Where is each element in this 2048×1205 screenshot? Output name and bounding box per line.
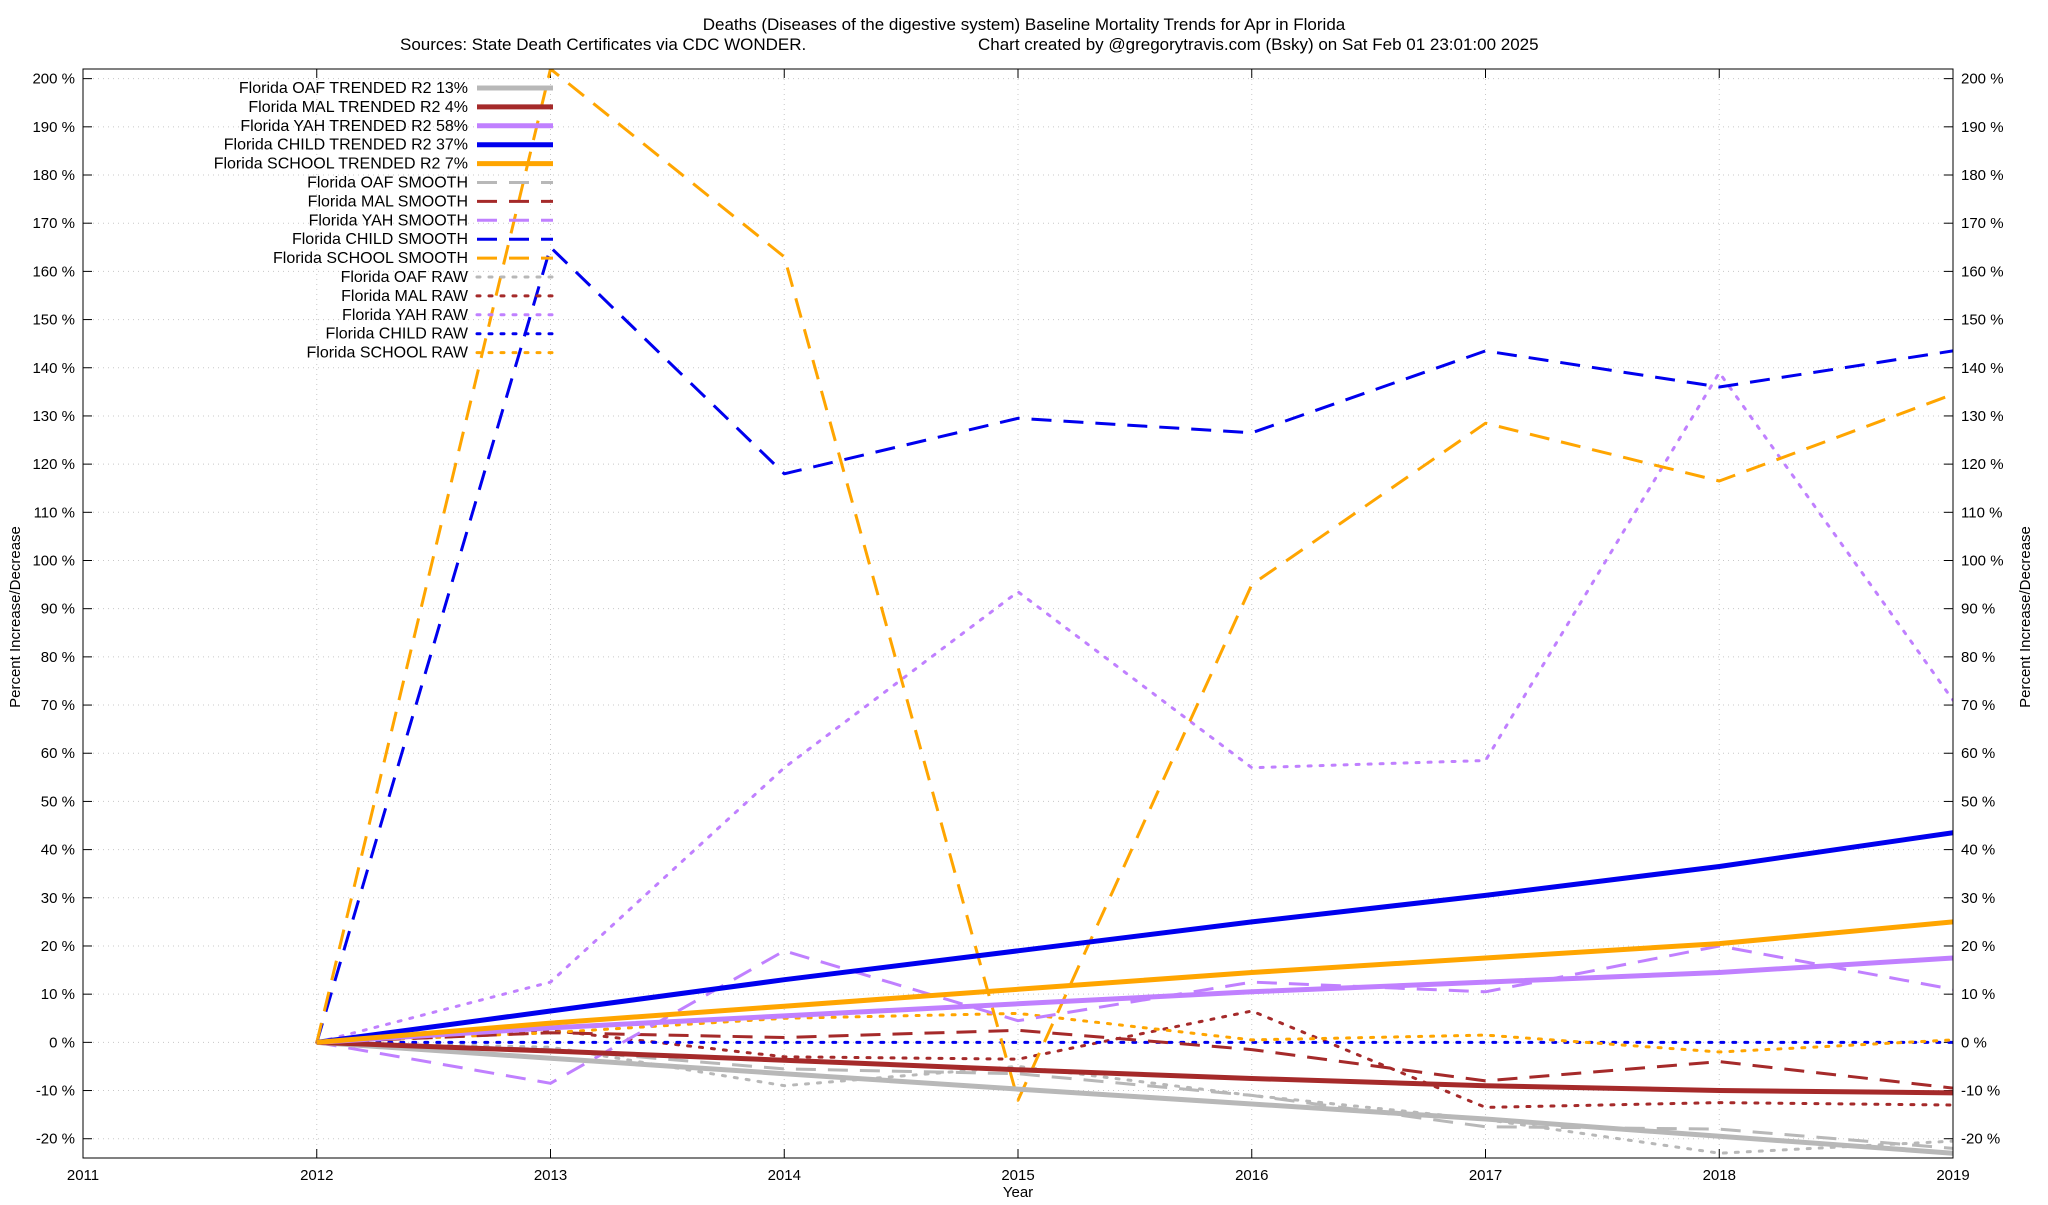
legend-label: Florida MAL TRENDED R2 4% [248,99,468,116]
plot-area [315,69,1953,1156]
legend-label: Florida CHILD RAW [325,326,468,343]
series-line-school-trend [316,919,1953,1045]
series-line-yah-smooth [316,944,1953,1085]
y-axis-label-left: Percent Increase/Decrease [7,526,24,708]
y-tick-label-left: 180 % [32,167,75,184]
y-tick-label-left: 200 % [32,71,75,88]
series-line-mal-trend [316,1039,1953,1096]
y-tick-label-left: 40 % [41,842,75,859]
y-tick-label-left: 170 % [32,215,75,232]
y-tick-label-right: 50 % [1961,793,1995,810]
y-tick-label-right: 70 % [1961,697,1995,714]
x-tick-label: 2019 [1936,1167,1969,1184]
axes: -20 % -20 % -10 % -10 % 0 % 0 % 10 % 10 % 20 % 20… [32,69,2004,1184]
x-tick-label: 2016 [1235,1167,1268,1184]
legend-label: Florida CHILD TRENDED R2 37% [224,137,468,154]
y-tick-label-left: 140 % [32,360,75,377]
y-tick-label-left: 80 % [41,649,75,666]
y-tick-label-left: 110 % [34,504,75,521]
x-tick-label: 2014 [768,1167,801,1184]
y-tick-label-right: 190 % [1961,119,2004,136]
y-tick-label-left: 30 % [41,890,75,907]
y-tick-label-right: 90 % [1961,601,1995,618]
y-tick-label-left: 0 % [49,1034,75,1051]
y-tick-label-right: 160 % [1961,263,2004,280]
legend-label: Florida MAL RAW [341,288,469,305]
y-tick-label-right: 20 % [1961,938,1995,955]
y-tick-label-right: 10 % [1961,986,1995,1003]
y-tick-label-left: 90 % [41,601,75,618]
series-line-school-raw [315,1011,1953,1054]
y-tick-label-right: 200 % [1961,71,2004,88]
y-tick-label-right: 40 % [1961,842,1995,859]
y-tick-label-right: -20 % [1961,1131,2000,1148]
x-tick-label: 2015 [1001,1167,1034,1184]
legend-label: Florida YAH RAW [342,307,469,324]
y-tick-label-left: 100 % [32,552,75,569]
y-tick-label-left: 160 % [32,263,75,280]
y-tick-label-right: 120 % [1961,456,2004,473]
x-tick-label: 2011 [67,1167,99,1184]
series-line-yah-raw [315,371,1953,1044]
series-group [315,69,1953,1156]
series-line-mal-smooth [316,1028,1953,1090]
legend-label: Florida CHILD SMOOTH [292,231,468,248]
y-tick-label-right: 60 % [1961,745,1995,762]
y-tick-label-right: 110 % [1961,504,2002,521]
y-tick-label-left: -20 % [36,1131,75,1148]
y-tick-label-left: 50 % [41,793,75,810]
series-line-child-trend [316,830,1953,1045]
x-tick-label: 2018 [1703,1167,1736,1184]
x-tick-label: 2013 [534,1167,567,1184]
y-tick-label-left: 190 % [32,119,75,136]
legend-label: Florida OAF SMOOTH [307,175,468,192]
y-tick-label-right: 150 % [1961,312,2004,329]
x-tick-label: 2017 [1469,1167,1502,1184]
y-tick-label-left: 10 % [41,986,75,1003]
y-tick-label-left: 150 % [32,312,75,329]
y-tick-label-right: 180 % [1961,167,2004,184]
series-line-yah-trend [316,955,1953,1045]
y-tick-label-right: -10 % [1961,1083,2000,1100]
x-axis-label: Year [1003,1184,1033,1200]
legend-label: Florida SCHOOL TRENDED R2 7% [214,156,468,173]
legend-label: Florida SCHOOL RAW [306,345,468,362]
y-tick-label-left: 70 % [41,697,75,714]
y-tick-label-left: -10 % [36,1083,75,1100]
legend: Florida OAF TRENDED R2 13% Florida MAL TR… [214,80,555,362]
y-tick-label-left: 130 % [32,408,75,425]
legend-label: Florida OAF RAW [341,269,469,286]
legend-label: Florida OAF TRENDED R2 13% [239,80,468,97]
y-axis-label-right: Percent Increase/Decrease [2017,526,2034,708]
grid [82,69,1954,1158]
series-line-child-smooth [315,245,1953,1043]
legend-label: Florida YAH SMOOTH [309,212,468,229]
plot-frame [82,68,1954,1159]
series-line-oaf-trend [316,1039,1953,1156]
y-tick-label-right: 0 % [1961,1034,1987,1051]
y-tick-label-left: 60 % [41,745,75,762]
legend-label: Florida MAL SMOOTH [308,193,468,210]
legend-label: Florida SCHOOL SMOOTH [273,250,468,267]
y-tick-label-right: 30 % [1961,890,1995,907]
y-tick-label-right: 130 % [1961,408,2004,425]
chart-subtitle-credit: Chart created by @gregorytravis.com (Bsk… [978,35,1539,54]
y-tick-label-right: 170 % [1961,215,2004,232]
legend-label: Florida YAH TRENDED R2 58% [240,118,468,135]
y-tick-label-right: 100 % [1961,552,2004,569]
y-tick-label-left: 120 % [32,456,75,473]
y-tick-label-left: 20 % [41,938,75,955]
x-tick-label: 2012 [300,1167,333,1184]
y-tick-label-right: 80 % [1961,649,1995,666]
chart-title: Deaths (Diseases of the digestive system… [703,15,1346,34]
chart-subtitle-source: Sources: State Death Certificates via CD… [400,35,806,54]
y-tick-label-right: 140 % [1961,360,2004,377]
